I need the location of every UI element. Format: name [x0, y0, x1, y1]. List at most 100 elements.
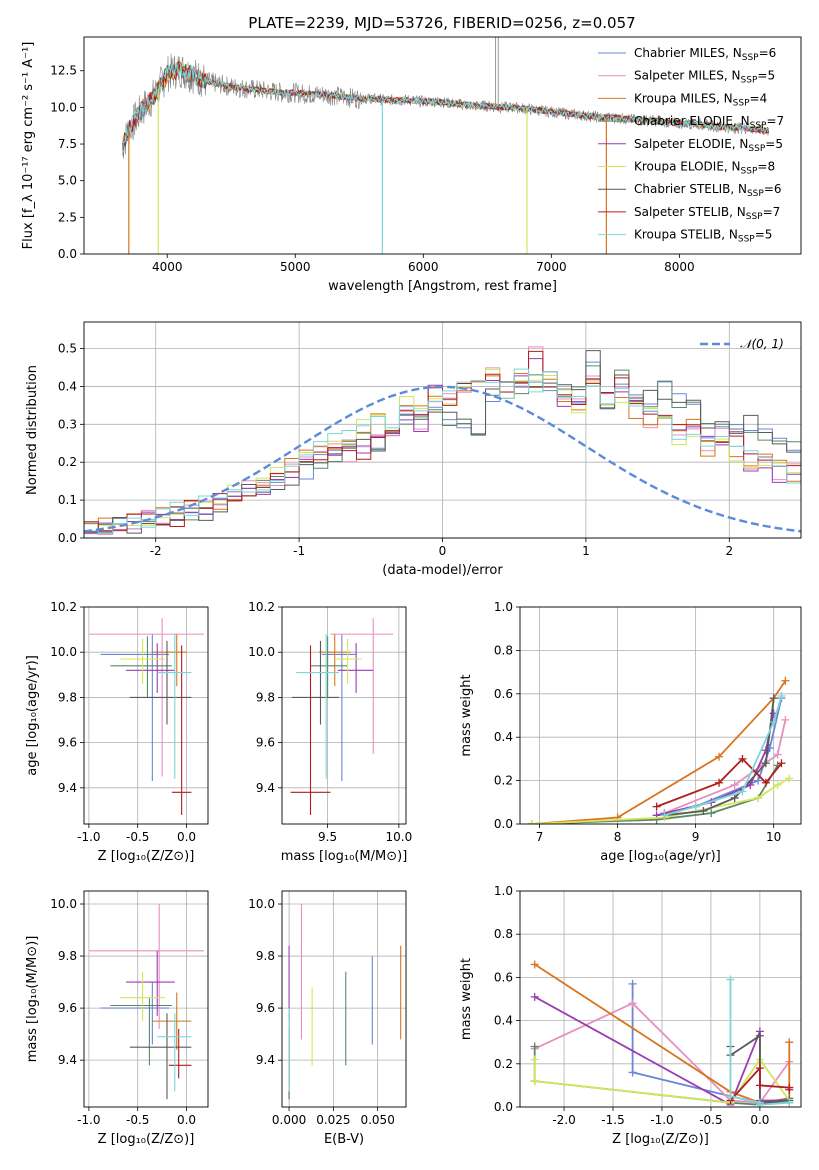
y-tick-label: 0.4 [494, 730, 513, 744]
plot-area [88, 618, 205, 815]
weight-marker [785, 1098, 794, 1107]
weight-marker [761, 746, 770, 755]
panel-mass_vs_Z: -1.0 -0.5 0.0 9.4 9.6 9.8 10.0 Z [log₁₀(Z/Z⊙)] m… [25, 890, 209, 1147]
legend-count: =6 [759, 46, 777, 60]
x-tick-label: 0.025 [316, 1113, 350, 1127]
y-tick-label: 0.0 [58, 247, 77, 261]
x-tick-label: -2 [150, 544, 162, 558]
y-tick-label: 9.4 [256, 781, 275, 795]
normal-reference-curve [84, 385, 801, 533]
legend-label-8: Salpeter STELIB, NSSP=7 [634, 205, 780, 222]
y-axis-label: Flux [f_λ 10⁻¹⁷ erg cm⁻² s⁻¹ A⁻¹] [21, 42, 36, 250]
x-tick-label: 8000 [664, 260, 695, 274]
x-tick-label: 10.0 [386, 830, 413, 844]
legend-count: =5 [755, 228, 773, 242]
weight-marker [628, 999, 637, 1008]
x-axis-label: mass [log₁₀(M/M⊙)] [281, 849, 408, 864]
legend-count: =7 [763, 205, 781, 219]
weight-marker [530, 1042, 539, 1051]
x-tick-label: 8 [614, 830, 622, 844]
x-axis-label: age [log₁₀(age/yr)] [600, 849, 721, 864]
x-tick-label: -1.5 [601, 1113, 624, 1127]
y-tick-label: 9.6 [256, 1001, 275, 1015]
y-tick-label: 10.0 [50, 897, 77, 911]
weight-marker [527, 820, 536, 824]
x-axis-label: wavelength [Angstrom, rest frame] [328, 279, 557, 294]
y-tick-label: 0.6 [494, 970, 513, 984]
y-tick-label: 10.0 [248, 645, 275, 659]
x-axis-label: Z [log₁₀(Z/Z⊙)] [98, 1132, 195, 1147]
y-tick-label: 12.5 [50, 64, 77, 78]
y-tick-label: 9.6 [58, 736, 77, 750]
weight-marker [726, 1092, 735, 1101]
y-tick-label: 9.4 [256, 1053, 275, 1067]
weight-marker [730, 793, 739, 802]
x-tick-label: 4000 [152, 260, 183, 274]
y-axis-label: Normed distribution [25, 365, 40, 495]
axes-frame [519, 890, 802, 1108]
y-tick-label: 0.3 [58, 417, 77, 431]
weight-marker [781, 676, 790, 685]
legend-count: =7 [766, 114, 784, 128]
y-tick-label: 0.4 [494, 1014, 513, 1028]
legend-label-5: Salpeter ELODIE, NSSP=5 [634, 137, 783, 154]
panel-weight_vs_Z: -2.0 -1.5 -1.0 -0.5 0.0 0.0 0.2 0.4 0.6 0.8 1.0 Z [… [459, 884, 802, 1147]
weight-marker [785, 1038, 794, 1047]
y-axis-label: mass weight [459, 674, 474, 756]
y-tick-label: 9.4 [58, 781, 77, 795]
axes-frame [83, 321, 802, 539]
weight-marker [777, 759, 786, 768]
weight-marker [530, 1055, 539, 1064]
weight-marker [755, 1031, 764, 1040]
y-tick-label: 2.5 [58, 210, 77, 224]
weight-marker [652, 802, 661, 811]
weight-marker [773, 780, 782, 789]
y-tick-label: 9.8 [256, 949, 275, 963]
plot-area [88, 904, 205, 1100]
weight-marker [707, 809, 716, 818]
axes-frame [281, 606, 407, 825]
y-axis-label: mass [log₁₀(M/M⊙)] [25, 936, 40, 1063]
y-tick-label: 5.0 [58, 174, 77, 188]
plot-area [121, 37, 770, 254]
y-tick-label: 0.0 [494, 1100, 513, 1114]
weight-marker [781, 715, 790, 724]
legend-label-1: Chabrier MILES, NSSP=6 [634, 46, 776, 63]
y-tick-label: 0.8 [494, 643, 513, 657]
spectrum-legend: Chabrier MILES, NSSP=6 Salpeter MILES, NS… [598, 46, 784, 245]
x-tick-label: 0.0 [177, 1113, 196, 1127]
y-tick-label: 0.0 [58, 531, 77, 545]
legend-label-3: Kroupa MILES, NSSP=4 [634, 91, 767, 108]
weight-marker [660, 811, 669, 820]
model-spectrum-line-8 [121, 60, 770, 149]
x-tick-label: -1.0 [77, 1113, 100, 1127]
axes-frame [519, 606, 802, 825]
axes-frame [83, 36, 802, 255]
legend-subscript: SSP [741, 167, 758, 177]
weight-marker [755, 1081, 764, 1090]
y-tick-label: 0.1 [58, 493, 77, 507]
x-tick-label: 2 [725, 544, 733, 558]
y-tick-label: 9.8 [58, 949, 77, 963]
x-axis-label: Z [log₁₀(Z/Z⊙)] [98, 849, 195, 864]
y-tick-label: 9.8 [256, 690, 275, 704]
y-tick-label: 0.0 [494, 817, 513, 831]
weight-marker [777, 691, 786, 700]
x-tick-label: 0 [439, 544, 447, 558]
weight-marker [785, 774, 794, 783]
x-tick-label: 7000 [536, 260, 567, 274]
weight-series-2 [664, 719, 787, 814]
legend-label-2: Salpeter MILES, NSSP=5 [634, 69, 775, 86]
legend-subscript: SSP [733, 98, 750, 108]
weight-marker [738, 754, 747, 763]
y-axis-label: mass weight [459, 958, 474, 1040]
weight-marker [773, 750, 782, 759]
panel-residuals: -2 -1 0 1 2 0.0 0.1 0.2 0.3 0.4 0.5 (data-model)/er… [25, 321, 802, 578]
weight-marker [726, 975, 735, 984]
weight-marker [715, 752, 724, 761]
x-tick-label: -0.5 [126, 830, 149, 844]
y-tick-label: 10.0 [248, 897, 275, 911]
legend-subscript: SSP [746, 212, 763, 222]
y-tick-label: 0.5 [58, 342, 77, 356]
